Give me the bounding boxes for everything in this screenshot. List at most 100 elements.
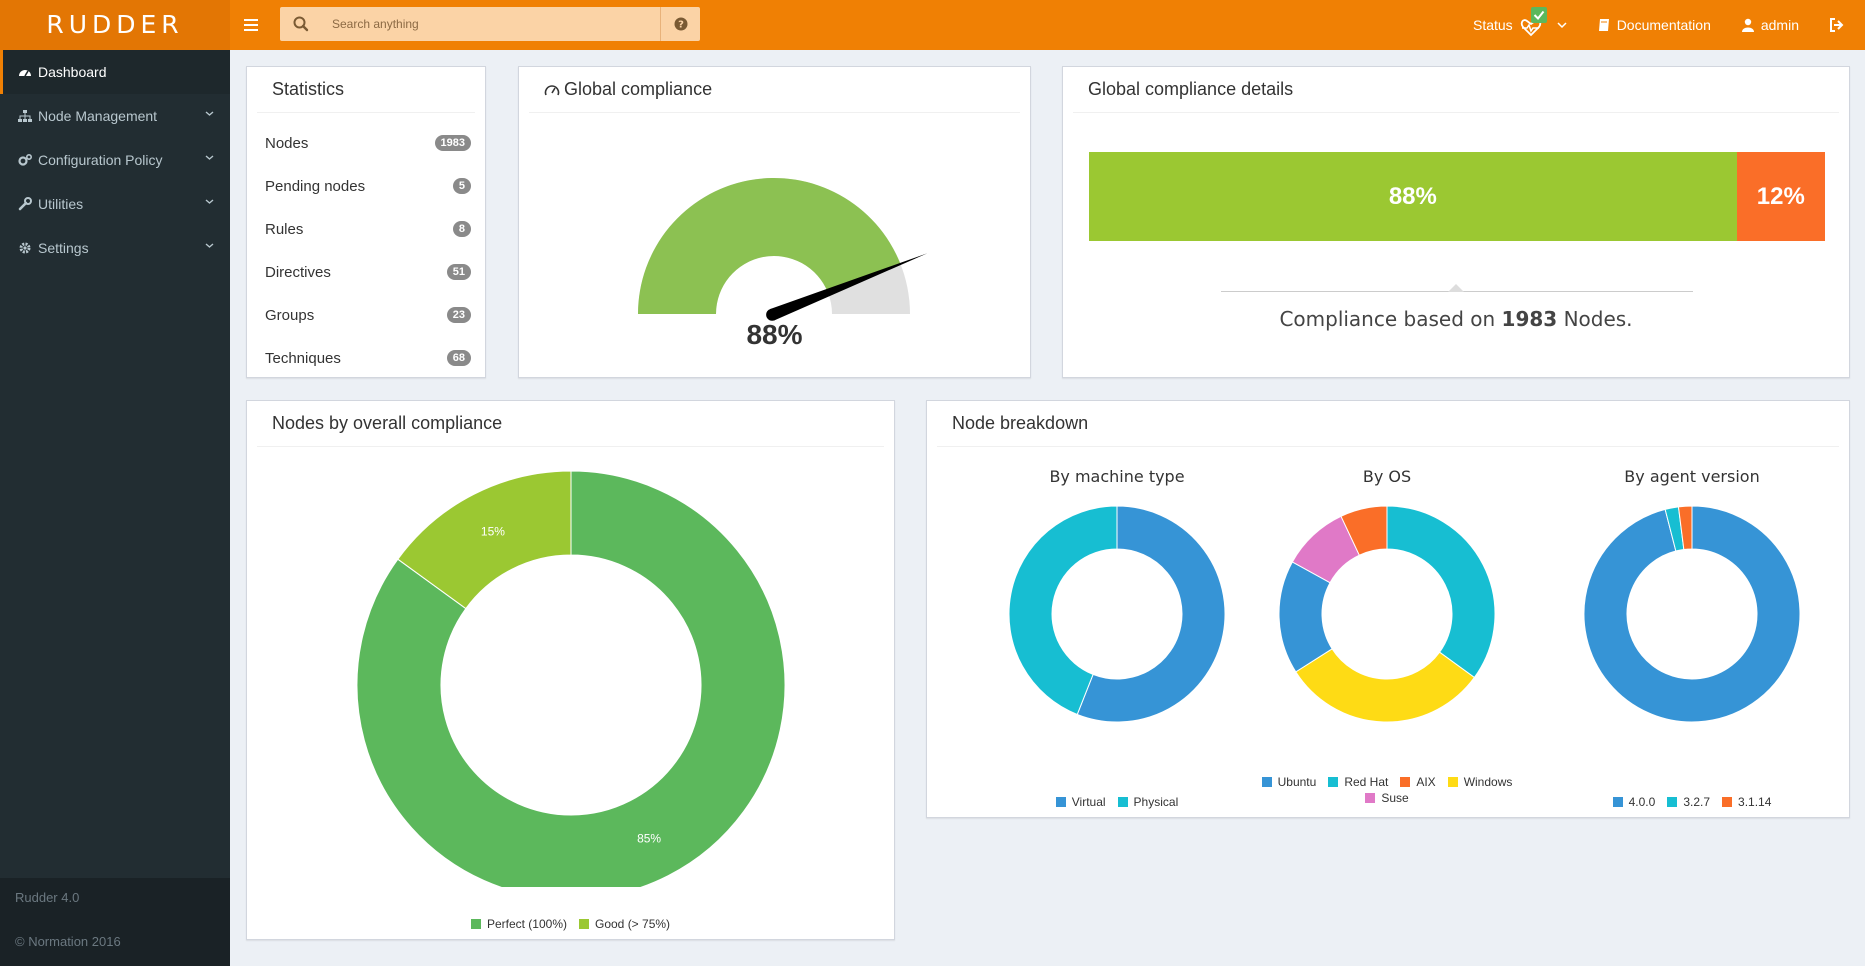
success-percent-label: 88% bbox=[1388, 182, 1437, 210]
legend-swatch bbox=[1365, 793, 1376, 803]
search-icon[interactable] bbox=[292, 15, 310, 33]
legend-swatch bbox=[1400, 777, 1411, 787]
stat-label: Nodes bbox=[265, 134, 309, 152]
hamburger-icon bbox=[244, 19, 258, 31]
global-compliance-title: Global compliance bbox=[564, 79, 713, 99]
search-help-button[interactable]: ? bbox=[660, 7, 700, 41]
stat-row-techniques[interactable]: Techniques 68 bbox=[265, 348, 471, 368]
sidebar-item-dashboard[interactable]: Dashboard bbox=[0, 50, 230, 94]
stat-row-groups[interactable]: Groups 23 bbox=[265, 305, 471, 325]
legend-item-good[interactable]: Good (> 75%) bbox=[579, 917, 670, 931]
compliance-based-suffix: Nodes. bbox=[1563, 307, 1633, 331]
stat-row-directives[interactable]: Directives 51 bbox=[265, 262, 471, 282]
version-label: Rudder 4.0 bbox=[15, 890, 80, 905]
legend-item-windows[interactable]: Windows bbox=[1447, 775, 1512, 789]
pie-slice-windows[interactable] bbox=[1295, 648, 1476, 723]
sidebar-item-utilities[interactable]: Utilities bbox=[0, 182, 230, 226]
sidebar: Dashboard Node Management Configuration … bbox=[0, 50, 230, 966]
statistics-box: Statistics Nodes 1983 Pending nodes 5 Ru… bbox=[246, 66, 486, 378]
stat-row-pending-nodes[interactable]: Pending nodes 5 bbox=[265, 176, 471, 196]
by-machine-type-title: By machine type bbox=[1049, 467, 1185, 486]
sidebar-item-node-management[interactable]: Node Management bbox=[0, 94, 230, 138]
legend-item-redhat[interactable]: Red Hat bbox=[1328, 775, 1388, 789]
legend-item-suse[interactable]: Suse bbox=[1365, 791, 1409, 805]
by-os-legend: Ubuntu Red Hat AIX Windows Suse bbox=[1257, 775, 1517, 805]
sidebar-item-label: Dashboard bbox=[38, 64, 107, 80]
legend-item-aix[interactable]: AIX bbox=[1400, 775, 1436, 789]
legend-item-agent-327[interactable]: 3.2.7 bbox=[1667, 795, 1710, 809]
legend-item-virtual[interactable]: Virtual bbox=[1055, 795, 1106, 809]
documentation-link[interactable]: Documentation bbox=[1582, 0, 1726, 50]
user-icon bbox=[1741, 18, 1754, 32]
book-icon bbox=[1598, 19, 1609, 31]
legend-label: Red Hat bbox=[1344, 775, 1389, 789]
by-agent-version-title: By agent version bbox=[1624, 467, 1760, 486]
progress-error-segment[interactable]: 12% bbox=[1736, 152, 1825, 241]
search-input[interactable] bbox=[332, 7, 637, 41]
sidebar-toggle-button[interactable] bbox=[230, 0, 272, 50]
by-os-chart bbox=[1278, 505, 1496, 723]
chevron-down-icon bbox=[205, 199, 214, 204]
legend-label: Suse bbox=[1381, 791, 1409, 805]
sidebar-item-settings[interactable]: Settings bbox=[0, 226, 230, 270]
logout-button[interactable] bbox=[1814, 0, 1865, 50]
by-agent-version-chart bbox=[1583, 505, 1801, 723]
stat-count-badge: 23 bbox=[446, 307, 471, 323]
question-circle-icon: ? bbox=[674, 17, 687, 31]
top-navbar: RUDDER ? Status Do bbox=[0, 0, 1865, 50]
svg-text:?: ? bbox=[678, 20, 684, 31]
legend-label: Virtual bbox=[1071, 795, 1106, 809]
chevron-down-icon bbox=[205, 243, 214, 248]
nodes-by-compliance-chart: 85% 15% bbox=[356, 470, 786, 887]
status-menu[interactable]: Status bbox=[1458, 0, 1582, 50]
stat-label: Directives bbox=[265, 263, 331, 281]
legend-label: AIX bbox=[1416, 775, 1436, 789]
sitemap-icon bbox=[18, 110, 32, 122]
global-compliance-header: Global compliance bbox=[529, 67, 1020, 113]
legend-swatch bbox=[1117, 797, 1128, 807]
node-breakdown-title: Node breakdown bbox=[937, 401, 1839, 447]
compliance-based-text: Compliance based on 1983 Nodes. bbox=[1063, 307, 1849, 331]
gauge-value-label: 88% bbox=[746, 319, 803, 350]
nodes-by-compliance-title: Nodes by overall compliance bbox=[257, 401, 884, 447]
tachometer-icon bbox=[544, 84, 560, 95]
documentation-label: Documentation bbox=[1616, 17, 1711, 33]
stat-count-badge: 5 bbox=[452, 178, 471, 194]
error-percent-label: 12% bbox=[1756, 182, 1805, 210]
legend-item-physical[interactable]: Physical bbox=[1117, 795, 1178, 809]
legend-item-ubuntu[interactable]: Ubuntu bbox=[1261, 775, 1317, 789]
user-menu[interactable]: admin bbox=[1726, 0, 1814, 50]
pie-slice-red-hat[interactable] bbox=[1386, 505, 1496, 679]
legend-swatch bbox=[1055, 797, 1066, 807]
check-icon bbox=[1530, 7, 1547, 23]
stat-row-nodes[interactable]: Nodes 1983 bbox=[265, 133, 471, 153]
compliance-details-title: Global compliance details bbox=[1073, 67, 1839, 113]
status-label: Status bbox=[1472, 17, 1513, 33]
pie-slice-label: 15% bbox=[481, 525, 505, 539]
sidebar-item-configuration-policy[interactable]: Configuration Policy bbox=[0, 138, 230, 182]
stat-row-rules[interactable]: Rules 8 bbox=[265, 219, 471, 239]
pie-slice-4-0-0[interactable] bbox=[1583, 505, 1801, 723]
by-agent-version-legend: 4.0.0 3.2.7 3.1.14 bbox=[1562, 795, 1822, 809]
sidebar-item-label: Node Management bbox=[38, 108, 158, 124]
dashboard-icon bbox=[19, 70, 31, 77]
pie-slice-perfect-100-[interactable] bbox=[356, 470, 786, 887]
compliance-divider-caret bbox=[1448, 284, 1464, 292]
legend-label: Ubuntu bbox=[1277, 775, 1317, 789]
legend-swatch bbox=[470, 919, 481, 929]
pie-slice-label: 85% bbox=[637, 831, 661, 845]
pie-slice-physical[interactable] bbox=[1008, 505, 1118, 716]
legend-item-agent-400[interactable]: 4.0.0 bbox=[1612, 795, 1655, 809]
legend-item-agent-3114[interactable]: 3.1.14 bbox=[1722, 795, 1771, 809]
sidebar-item-label: Configuration Policy bbox=[38, 152, 163, 168]
gauge-needle-hub bbox=[766, 308, 779, 321]
pie-slice-3-1-14[interactable] bbox=[1677, 505, 1693, 551]
stat-label: Rules bbox=[265, 220, 304, 238]
rudder-logo[interactable]: RUDDER bbox=[0, 0, 230, 50]
search-bar: ? bbox=[280, 7, 700, 41]
pie-slice-virtual[interactable] bbox=[1076, 505, 1226, 723]
legend-item-perfect[interactable]: Perfect (100%) bbox=[470, 917, 567, 931]
progress-success-segment[interactable]: 88% bbox=[1089, 152, 1737, 241]
pie-slice-good-75-[interactable] bbox=[397, 470, 572, 610]
pie-slice-aix[interactable] bbox=[1340, 505, 1388, 556]
